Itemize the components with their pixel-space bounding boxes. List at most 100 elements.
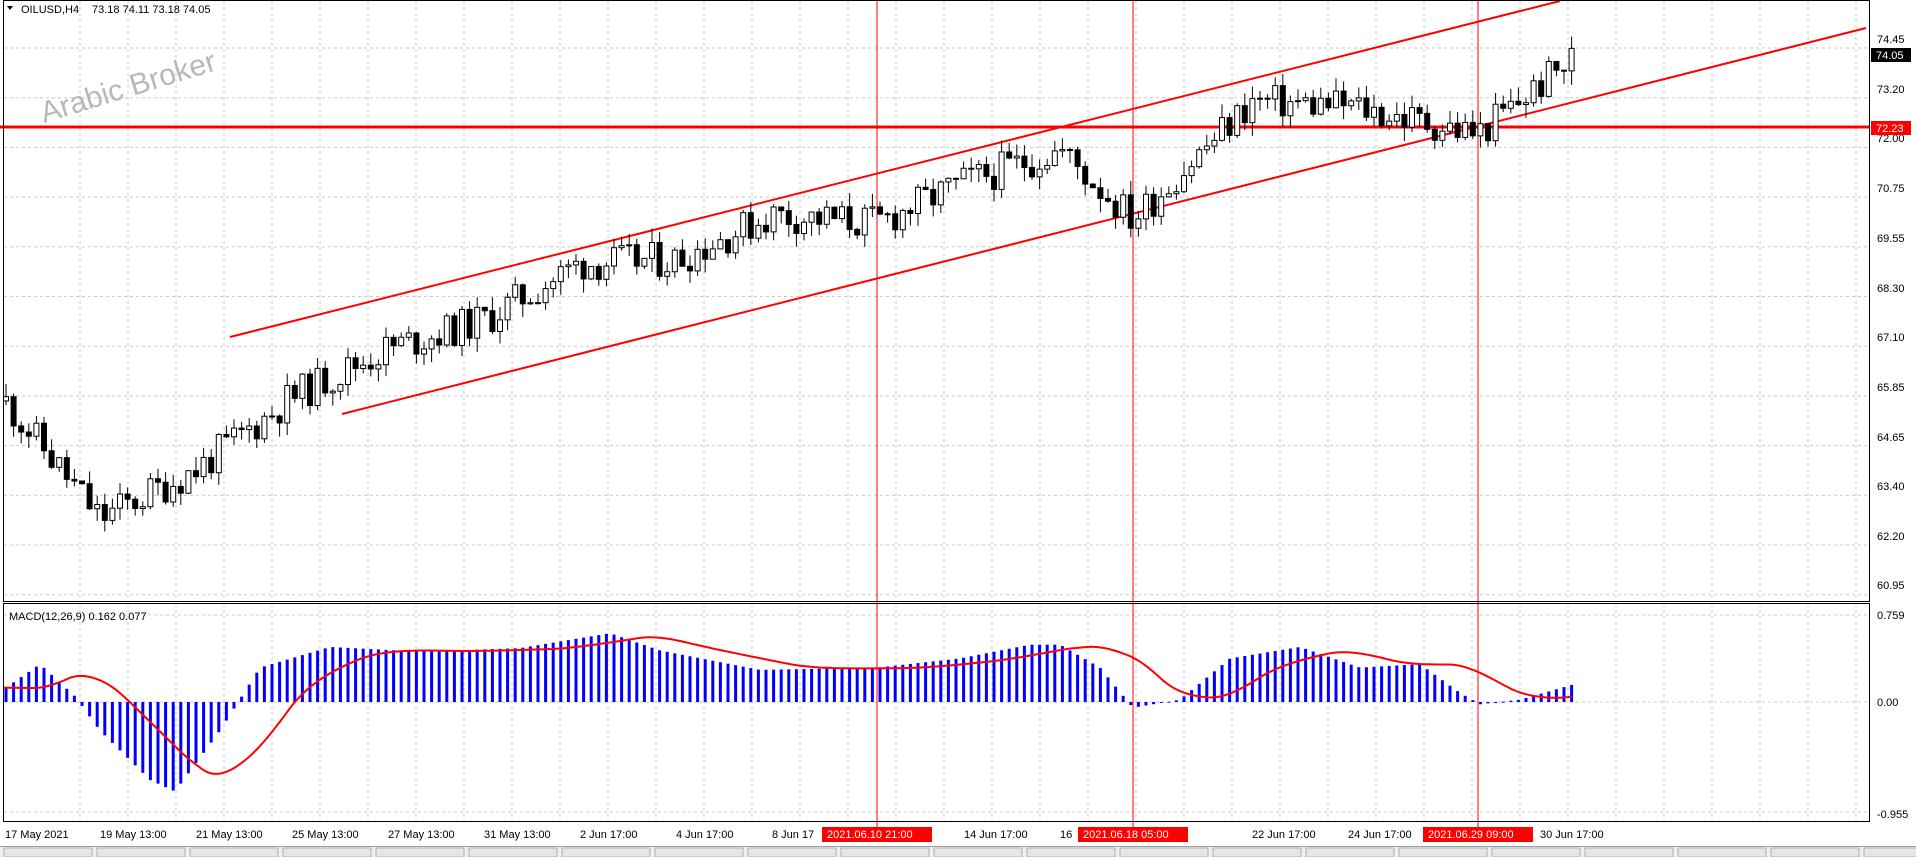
candle	[1051, 140, 1058, 167]
macd-bar	[422, 651, 426, 702]
candle	[337, 383, 344, 400]
macd-bar	[1357, 667, 1361, 702]
candle	[215, 433, 222, 485]
chart-tab	[375, 847, 465, 858]
macd-bar	[202, 702, 206, 753]
time-tick: 25 May 13:00	[292, 829, 359, 841]
vertical-markers	[876, 0, 1479, 840]
macd-bar	[718, 662, 722, 702]
candle	[968, 157, 975, 183]
candle	[1507, 89, 1514, 114]
candle	[185, 470, 192, 495]
candle	[854, 227, 861, 240]
candle	[839, 200, 845, 224]
candle	[649, 228, 655, 272]
macd-bar	[1106, 677, 1110, 702]
candle	[322, 361, 329, 397]
candle	[1295, 89, 1301, 109]
trend-channel[interactable]	[229, 0, 1867, 415]
macd-bar	[1296, 647, 1300, 702]
macd-bar	[171, 702, 175, 791]
chart-tab	[1119, 847, 1209, 858]
main-panel-frame	[3, 0, 1870, 602]
channel-upper-line[interactable]	[229, 0, 1561, 338]
macd-bar	[1281, 649, 1285, 702]
candle	[1545, 56, 1552, 98]
candle	[1241, 93, 1248, 131]
macd-bar	[992, 651, 996, 702]
candle	[1059, 138, 1066, 158]
dropdown-triangle-icon[interactable]	[7, 6, 13, 10]
macd-bar	[1395, 665, 1399, 702]
macd-bar	[232, 702, 236, 709]
chart-tab	[1212, 847, 1302, 858]
candle	[816, 208, 823, 236]
price-axis[interactable]: 74.45 73.20 72.00 70.75 69.55 68.30 67.1…	[1877, 34, 1905, 592]
candle	[1325, 92, 1332, 112]
candle	[299, 373, 306, 410]
candle	[519, 283, 526, 318]
macd-tick: 0.759	[1877, 610, 1905, 622]
macd-bar	[4, 687, 8, 702]
candle	[390, 334, 397, 357]
macd-bar	[1228, 658, 1232, 702]
candle	[1013, 144, 1020, 169]
macd-bar	[1182, 696, 1186, 702]
candle	[1211, 132, 1218, 154]
channel-lower-line[interactable]	[341, 27, 1867, 415]
candle	[1272, 77, 1279, 111]
macd-bar	[513, 648, 517, 702]
macd-bar	[848, 668, 852, 702]
candle	[63, 449, 70, 488]
candle	[899, 208, 906, 238]
macd-bar	[1288, 648, 1292, 702]
macd-bar	[1007, 648, 1011, 702]
candle	[1348, 98, 1355, 111]
candle	[1006, 143, 1013, 160]
macd-signal-line	[3, 636, 1573, 775]
candle	[94, 495, 101, 521]
candle	[626, 233, 633, 257]
candle	[117, 483, 123, 520]
macd-bar	[764, 669, 768, 702]
candle	[1143, 185, 1149, 231]
candle	[922, 178, 929, 191]
candle	[1523, 97, 1529, 118]
macd-bar	[1205, 677, 1209, 702]
macd-bar	[42, 667, 46, 702]
candle	[223, 425, 230, 439]
time-tick: 21 May 13:00	[196, 829, 263, 841]
chart-tab	[1491, 847, 1581, 858]
macd-bar	[642, 645, 646, 702]
candle	[1431, 126, 1438, 149]
candle	[1120, 189, 1127, 225]
candle	[953, 177, 959, 190]
macd-bar	[1022, 645, 1026, 702]
candle	[443, 313, 450, 348]
macd-bar	[65, 688, 69, 702]
chart-tab	[840, 847, 930, 858]
macd-bar	[88, 702, 92, 717]
time-axis[interactable]: 17 May 2021 19 May 13:00 21 May 13:00 25…	[5, 829, 1604, 841]
chart-tab	[3, 847, 93, 858]
candle	[1553, 61, 1560, 77]
macd-bar	[696, 657, 700, 702]
svg-text:74.05: 74.05	[1876, 50, 1904, 62]
chart-tab	[189, 847, 279, 858]
macd-bar	[749, 668, 753, 702]
chart-tab	[654, 847, 744, 858]
macd-bar	[1440, 680, 1444, 702]
candle	[1340, 81, 1347, 120]
candle	[1409, 95, 1415, 133]
macd-bar	[711, 660, 715, 702]
time-tick: 22 Jun 17:00	[1252, 829, 1316, 841]
candle	[383, 327, 389, 377]
time-tick: 31 May 13:00	[484, 829, 551, 841]
macd-bar	[772, 669, 776, 702]
candle	[1462, 113, 1469, 141]
macd-bar	[1304, 648, 1308, 702]
time-tick: 19 May 13:00	[100, 829, 167, 841]
macd-bar	[1250, 654, 1254, 702]
macd-bar	[1562, 687, 1566, 702]
